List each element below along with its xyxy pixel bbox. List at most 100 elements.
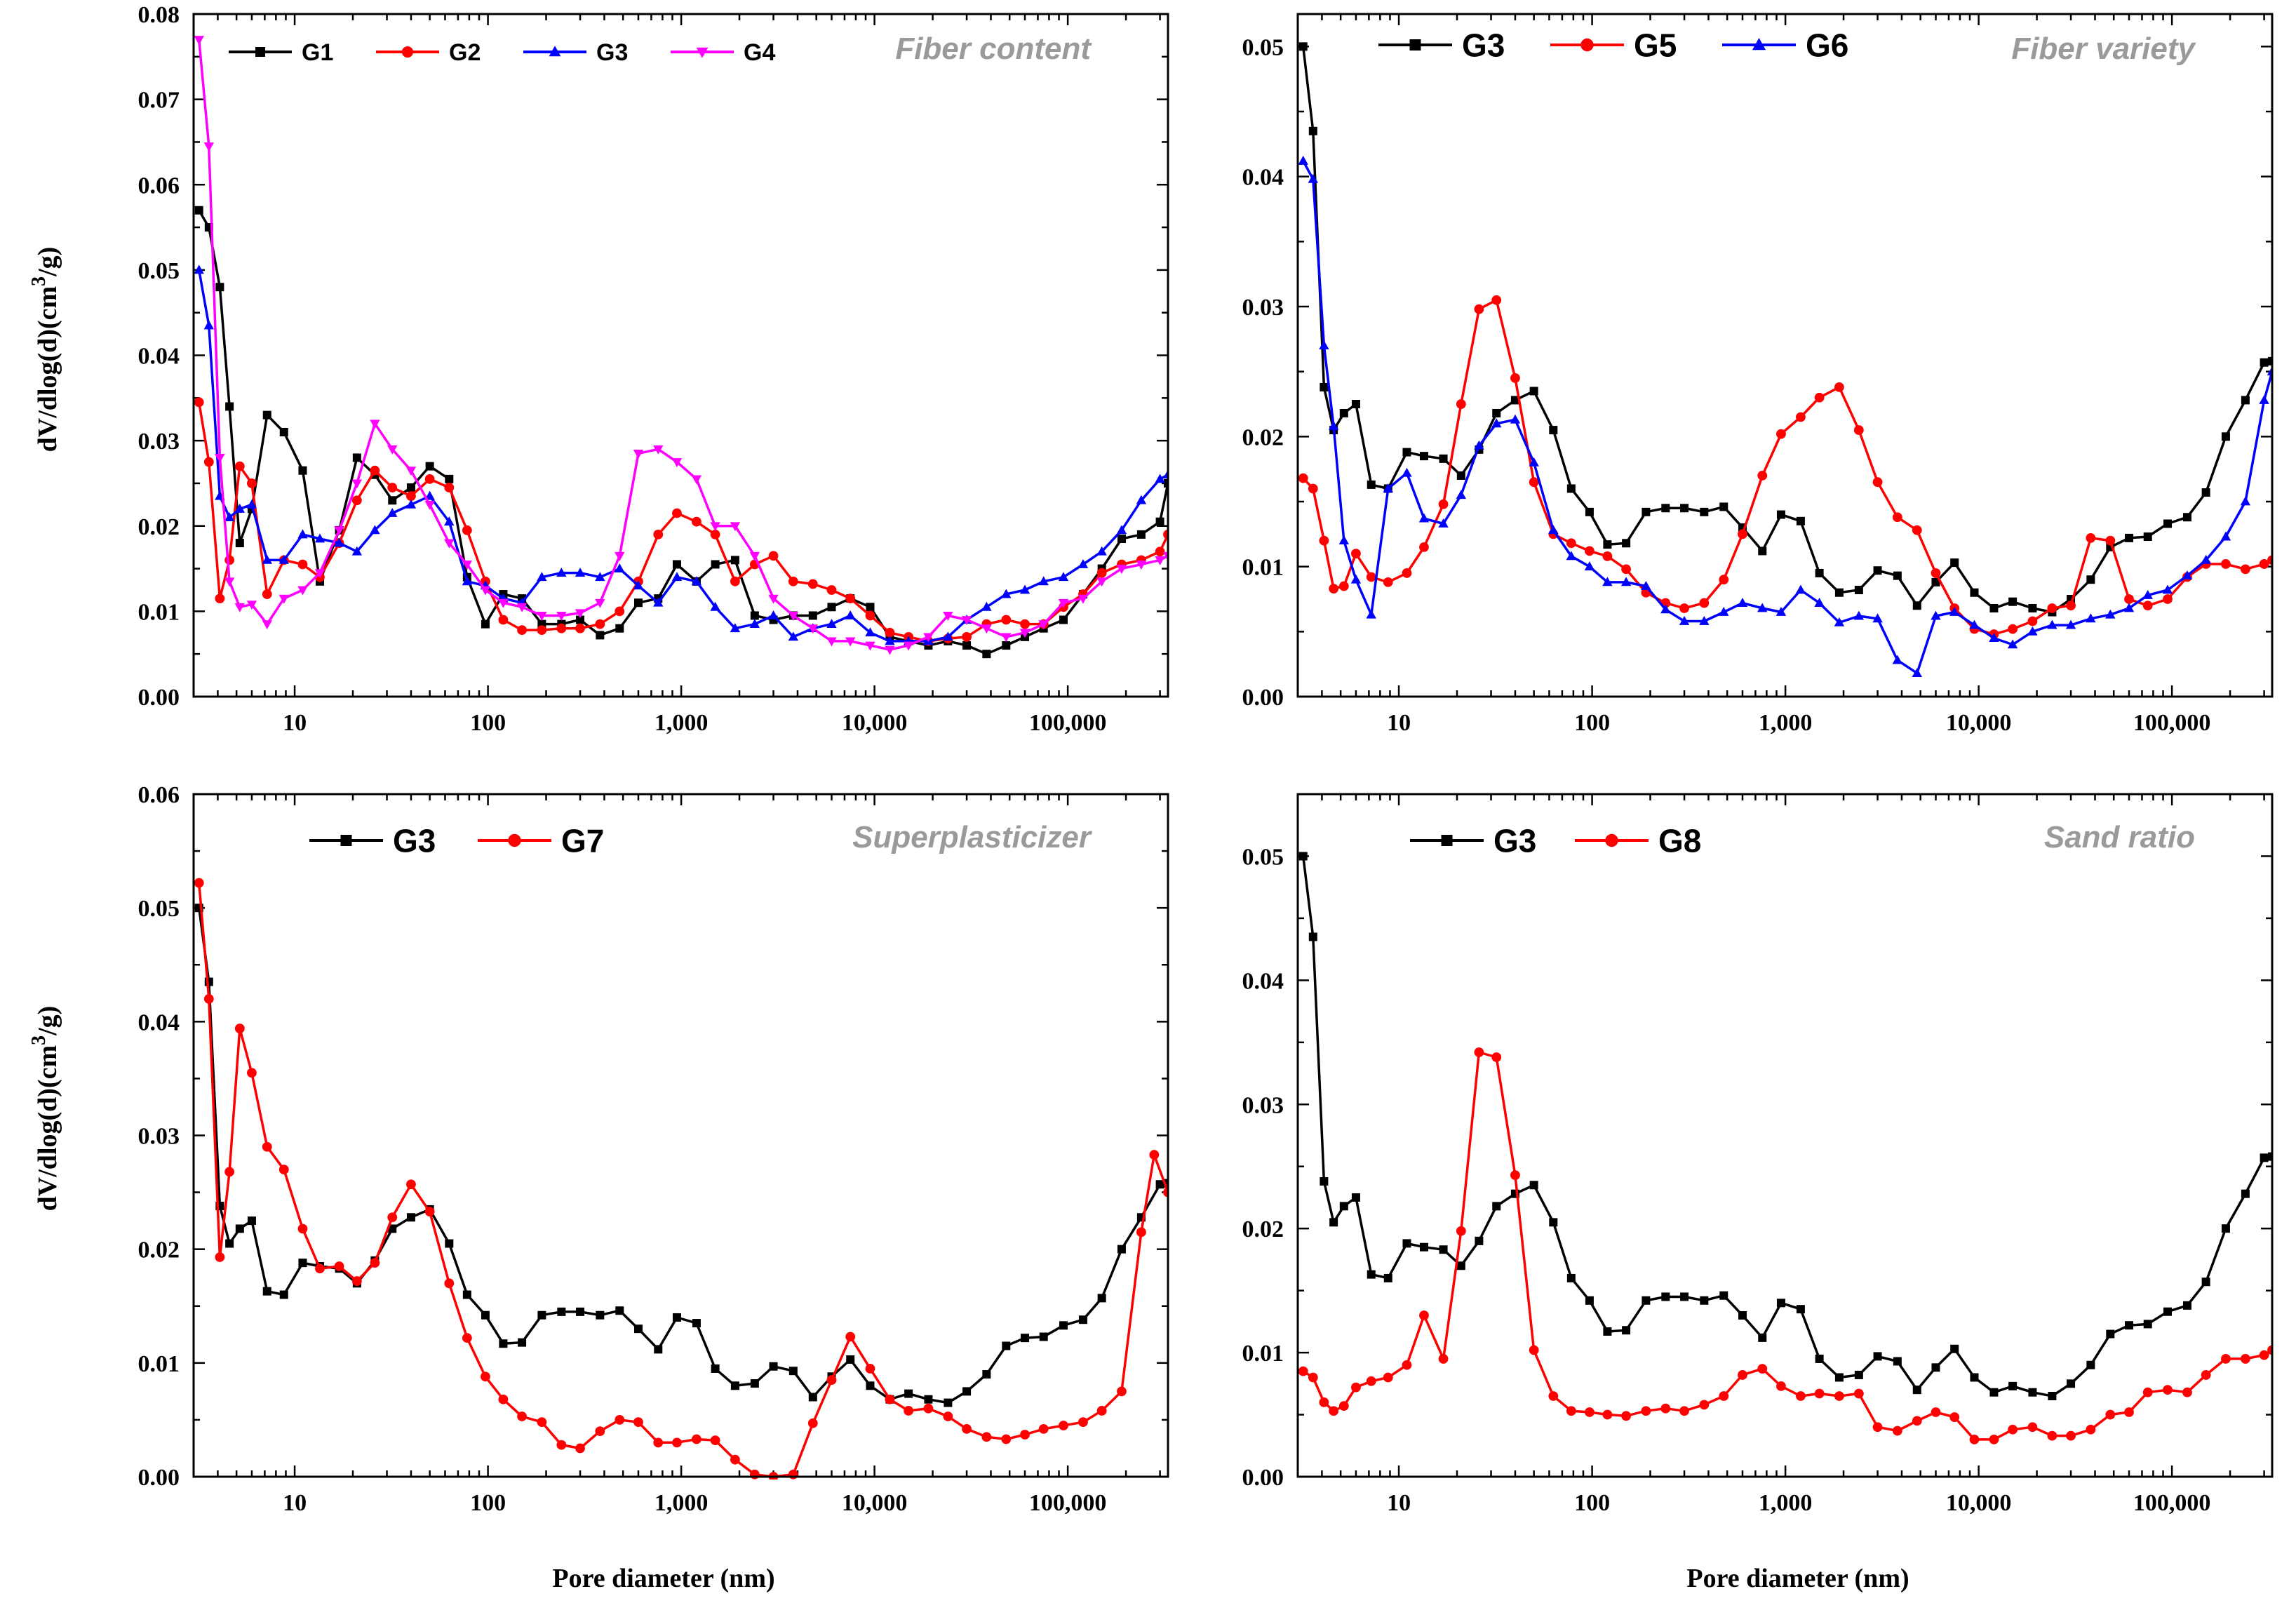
legend-label-G6: G6 xyxy=(1806,27,1848,64)
panel-title: Sand ratio xyxy=(2044,820,2195,854)
data-point-G3 xyxy=(406,1213,415,1222)
y-tick-label: 0.03 xyxy=(138,1124,180,1150)
data-point-G4 xyxy=(653,445,664,455)
data-point-G3 xyxy=(1776,1299,1785,1308)
data-point-G3 xyxy=(1912,601,1921,610)
data-point-G6 xyxy=(1892,655,1903,664)
data-point-G3 xyxy=(1642,507,1651,516)
data-point-G3 xyxy=(826,619,837,629)
data-point-G6 xyxy=(1308,173,1319,183)
data-point-G4 xyxy=(749,551,760,561)
data-point-G4 xyxy=(923,633,934,643)
data-point-G8 xyxy=(1548,1391,1559,1401)
data-point-G3 xyxy=(1931,577,1940,586)
data-point-G7 xyxy=(710,1435,720,1446)
data-point-G3 xyxy=(1700,507,1709,516)
data-point-G3 xyxy=(692,1319,701,1328)
data-point-G3 xyxy=(1950,558,1959,568)
y-axis-title-top: dV/dlog(d)(cm3/g) xyxy=(28,247,62,452)
data-point-G5 xyxy=(1796,412,1806,422)
data-point-G1 xyxy=(298,466,307,475)
data-point-G2 xyxy=(962,631,972,642)
data-point-G8 xyxy=(1474,1047,1484,1057)
data-point-G3 xyxy=(1970,1373,1979,1382)
data-point-G4 xyxy=(351,479,363,489)
data-point-G5 xyxy=(1602,551,1613,561)
data-point-G3 xyxy=(1320,382,1329,391)
data-point-G3 xyxy=(711,1364,720,1373)
data-point-G3 xyxy=(2260,358,2269,367)
data-point-G3 xyxy=(2201,488,2210,497)
data-point-G1 xyxy=(262,410,271,420)
data-point-G1 xyxy=(406,483,415,492)
data-point-G3 xyxy=(388,1224,397,1233)
data-point-G4 xyxy=(203,142,215,152)
y-tick-label: 0.08 xyxy=(138,2,180,28)
data-point-G3 xyxy=(653,597,664,607)
legend-label-G4: G4 xyxy=(744,39,775,66)
data-point-G3 xyxy=(750,1379,759,1388)
data-point-G4 xyxy=(234,603,246,612)
data-point-G8 xyxy=(1602,1409,1613,1420)
data-point-G7 xyxy=(315,1263,325,1274)
data-point-G3 xyxy=(1931,1363,1940,1372)
data-point-G3 xyxy=(1155,1180,1164,1189)
data-point-G3 xyxy=(1383,1273,1392,1282)
data-point-G3 xyxy=(2221,1224,2230,1233)
data-point-G1 xyxy=(1136,530,1146,539)
data-point-G3 xyxy=(1989,603,1999,612)
data-point-G1 xyxy=(982,650,991,659)
data-point-G4 xyxy=(845,637,856,647)
data-point-G5 xyxy=(2066,601,2076,611)
data-point-G3 xyxy=(749,619,760,629)
data-point-G7 xyxy=(923,1403,934,1414)
legend: G1 G2 G3 G4 xyxy=(229,39,775,66)
data-point-G2 xyxy=(595,619,605,629)
data-point-G4 xyxy=(215,454,225,463)
data-point-G3 xyxy=(1796,516,1805,525)
data-point-G2 xyxy=(807,579,818,589)
data-point-G3 xyxy=(1796,1305,1805,1314)
data-point-G8 xyxy=(2267,1345,2272,1355)
data-point-G3 xyxy=(462,576,473,586)
data-point-G7 xyxy=(203,994,214,1004)
data-point-G6 xyxy=(1719,607,1729,616)
data-point-G6 xyxy=(1814,598,1825,607)
data-point-G7 xyxy=(406,1179,416,1190)
y-tick-label: 0.04 xyxy=(138,1010,180,1035)
data-point-G3 xyxy=(615,1306,624,1315)
data-point-G3 xyxy=(769,1362,778,1371)
data-point-G3 xyxy=(846,1355,855,1364)
data-point-G8 xyxy=(2124,1407,2134,1417)
data-point-G3 xyxy=(387,508,398,517)
data-point-G7 xyxy=(595,1426,605,1437)
x-tick-label: 10 xyxy=(283,710,307,736)
data-point-G3 xyxy=(462,1290,471,1299)
data-point-G3 xyxy=(1021,1334,1030,1343)
data-point-G2 xyxy=(1001,615,1012,625)
data-point-G3 xyxy=(788,631,799,641)
y-axis-title-bottom: dV/dlog(d)(cm3/g) xyxy=(28,1006,62,1212)
legend-label-G8: G8 xyxy=(1658,823,1701,859)
data-point-G3 xyxy=(1510,396,1519,405)
data-point-G3 xyxy=(1549,426,1558,435)
legend: G3 G8 xyxy=(1410,823,1701,859)
x-tick-label: 1,000 xyxy=(654,710,709,736)
data-point-G7 xyxy=(730,1454,740,1465)
data-point-G2 xyxy=(370,465,380,476)
data-point-G6 xyxy=(1510,414,1521,424)
data-point-G6 xyxy=(1737,598,1748,607)
legend-label-G5: G5 xyxy=(1634,27,1677,64)
data-point-G3 xyxy=(1367,1270,1376,1279)
data-point-G3 xyxy=(904,1389,913,1398)
data-point-G5 xyxy=(1566,538,1576,549)
data-point-G2 xyxy=(537,625,547,636)
data-point-G3 xyxy=(788,1367,798,1376)
data-point-G3 xyxy=(247,1216,256,1226)
data-point-G3 xyxy=(1834,1373,1844,1382)
data-point-G2 xyxy=(462,525,472,535)
x-tick-label: 1,000 xyxy=(1759,1490,1813,1516)
legend-marker-G3 xyxy=(1409,39,1421,51)
data-point-G3 xyxy=(1439,1245,1448,1254)
data-point-G3 xyxy=(1155,474,1165,483)
